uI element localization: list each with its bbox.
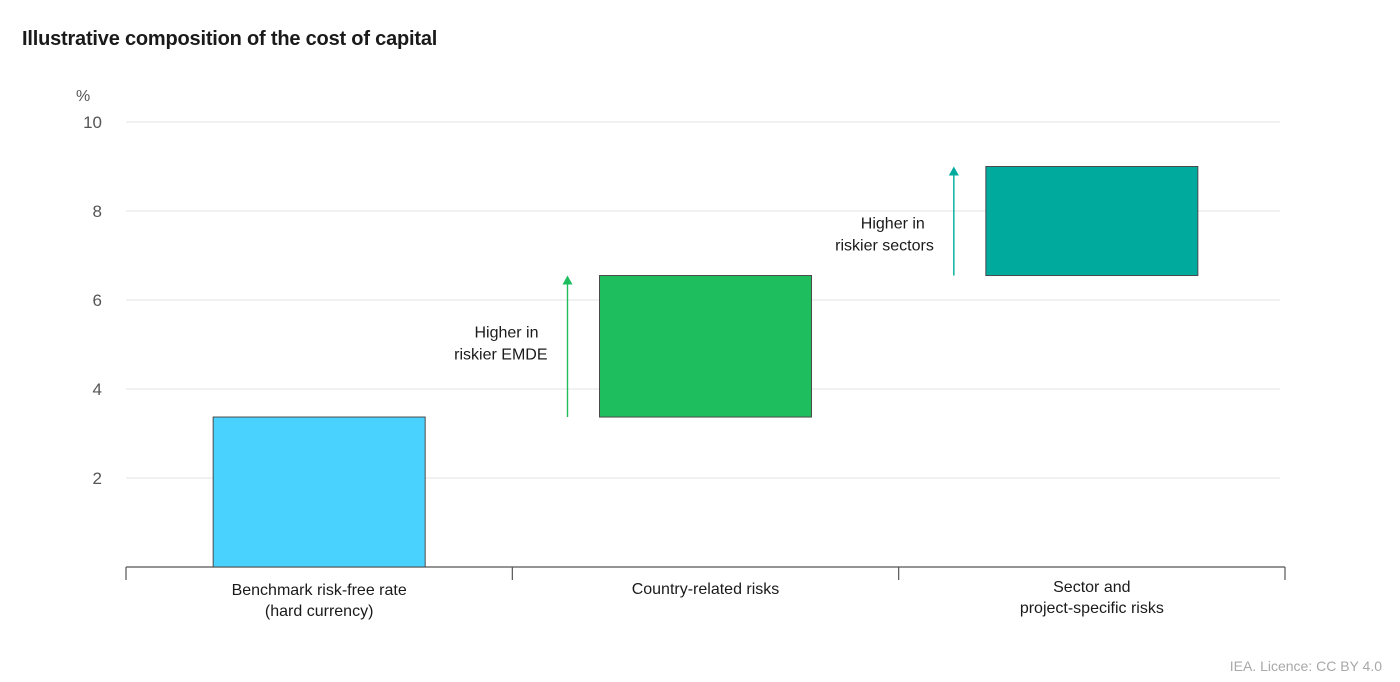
- category-label-line: project-specific risks: [1020, 600, 1164, 617]
- annotation-text-line: riskier sectors: [835, 238, 934, 255]
- annotations: Higher in riskier EMDE Higher in riskier se…: [454, 166, 959, 418]
- increase-arrow-head-1: [562, 275, 573, 285]
- license-footer: IEA. Licence: CC BY 4.0: [1229, 658, 1382, 674]
- annotation-text-line: Higher in: [474, 325, 538, 342]
- annotation-text-1: Higher in riskier EMDE: [454, 325, 547, 364]
- category-label-line: Sector and: [1053, 579, 1130, 596]
- category-label-1: Benchmark risk-free rate (hard currency): [232, 582, 407, 620]
- bars: [212, 166, 1199, 568]
- y-tick-label-6: 6: [93, 291, 102, 310]
- category-label-2: Country-related risks: [632, 581, 780, 598]
- y-tick-label-10: 10: [83, 113, 102, 132]
- chart-title: Illustrative composition of the cost of …: [22, 28, 438, 50]
- annotation-text-line: Higher in: [861, 216, 925, 233]
- category-label-3: Sector and project-specific risks: [1020, 579, 1164, 617]
- y-tick-label-2: 2: [93, 469, 102, 488]
- y-unit-label: %: [76, 88, 90, 105]
- y-tick-label-8: 8: [93, 202, 102, 221]
- annotation-text-line: riskier EMDE: [454, 347, 547, 364]
- category-labels: Benchmark risk-free rate (hard currency) C…: [232, 579, 1164, 620]
- bar-1: [212, 416, 426, 568]
- bar-3: [985, 166, 1199, 277]
- y-tick-label-4: 4: [93, 380, 102, 399]
- increase-arrow-head-2: [948, 166, 959, 176]
- category-label-line: Country-related risks: [632, 581, 780, 598]
- category-label-line: Benchmark risk-free rate: [232, 582, 407, 599]
- category-label-line: (hard currency): [265, 603, 373, 620]
- bar-2: [599, 275, 812, 418]
- annotation-text-2: Higher in riskier sectors: [835, 216, 934, 255]
